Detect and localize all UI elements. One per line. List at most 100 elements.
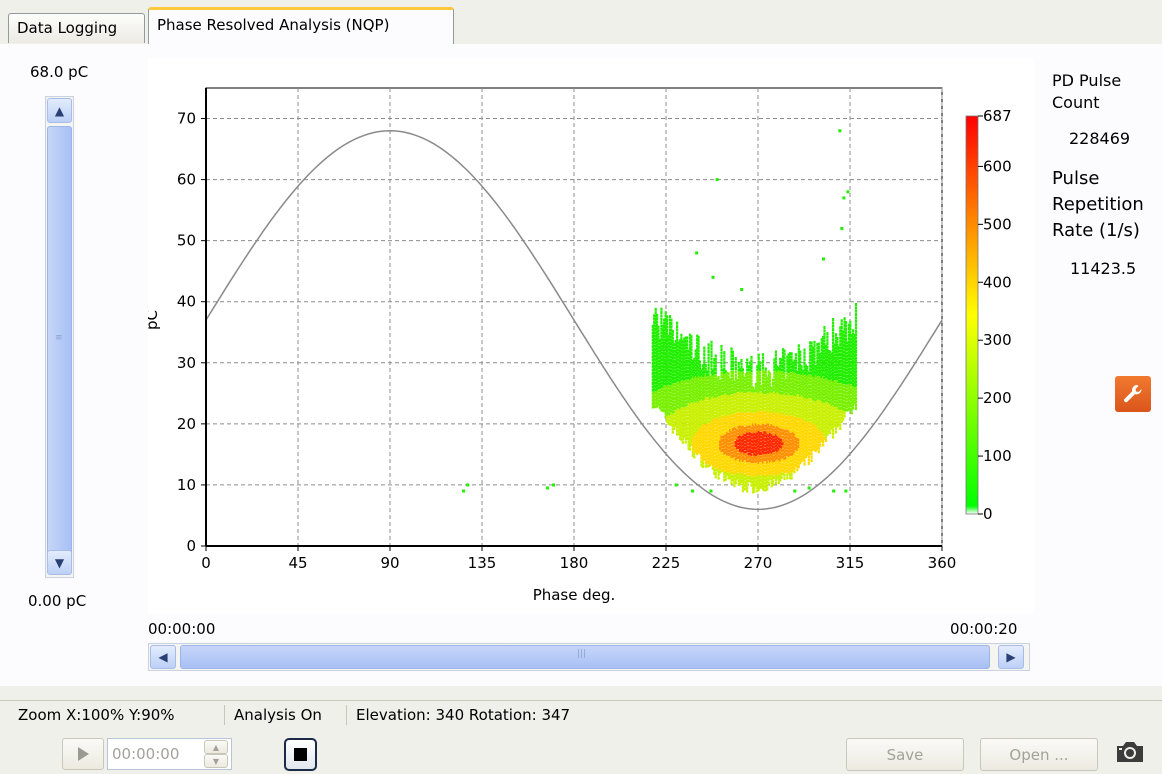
density-cell — [793, 366, 796, 370]
density-cell — [651, 398, 654, 402]
density-cell — [678, 423, 682, 427]
pulse-count-value: 228469 — [1069, 129, 1131, 148]
density-cell — [657, 359, 660, 363]
density-cell — [740, 412, 743, 416]
density-cell — [783, 383, 786, 386]
density-cell — [814, 412, 817, 415]
density-cell — [753, 466, 756, 470]
density-cell — [804, 428, 807, 432]
density-cell — [826, 335, 829, 339]
density-cell — [779, 384, 782, 388]
density-cell — [826, 358, 829, 362]
density-cell — [854, 400, 858, 404]
density-cell — [812, 407, 815, 411]
density-cell — [730, 431, 733, 435]
density-cell — [793, 460, 796, 464]
density-cell — [670, 402, 673, 406]
density-cell — [809, 445, 812, 449]
density-cell — [687, 437, 690, 441]
density-cell — [677, 398, 680, 402]
density-cell — [763, 464, 766, 468]
tab-phase-resolved-analysis[interactable]: Phase Resolved Analysis (NQP) — [148, 7, 454, 45]
density-cell — [651, 338, 654, 342]
density-cell — [717, 433, 720, 436]
spin-up-button[interactable]: ▲ — [204, 740, 228, 754]
density-cell — [683, 374, 686, 378]
density-cell — [771, 479, 775, 483]
density-cell — [816, 406, 819, 410]
density-cell — [763, 404, 766, 408]
spin-down-button[interactable]: ▼ — [204, 754, 228, 768]
scroll-down-button[interactable]: ▼ — [47, 550, 72, 575]
density-cell — [678, 352, 682, 356]
density-cell — [734, 454, 737, 458]
density-cell — [770, 420, 773, 424]
density-cell — [783, 376, 786, 380]
density-cell — [787, 440, 790, 444]
density-cell — [780, 391, 783, 395]
density-cell — [719, 426, 722, 430]
density-cell — [756, 452, 759, 456]
density-cell — [771, 445, 775, 449]
density-cell — [676, 405, 679, 409]
density-cell — [674, 413, 677, 417]
density-cell — [739, 408, 742, 412]
time-spinner[interactable]: ▲ ▼ — [204, 740, 228, 768]
density-cell — [657, 399, 660, 403]
density-cell — [744, 450, 747, 454]
density-cell — [773, 476, 776, 479]
density-cell — [837, 373, 840, 377]
density-cell — [729, 398, 732, 402]
density-cell — [779, 458, 782, 462]
density-cell — [834, 386, 838, 390]
density-cell — [783, 443, 786, 447]
density-cell — [731, 465, 734, 468]
density-cell — [794, 396, 797, 400]
density-cell — [737, 412, 740, 416]
density-cell — [706, 454, 709, 458]
density-cell — [850, 394, 853, 398]
density-cell — [787, 390, 790, 394]
density-cell — [687, 380, 690, 383]
density-cell — [827, 397, 830, 400]
save-button[interactable]: Save — [846, 738, 964, 771]
tab-data-logging[interactable]: Data Logging — [8, 13, 145, 43]
density-cell — [763, 384, 766, 388]
snapshot-button[interactable] — [1114, 738, 1148, 768]
density-cell — [747, 368, 750, 372]
density-cell — [803, 348, 806, 352]
density-cell — [673, 373, 676, 377]
density-cell — [731, 350, 734, 354]
density-cell — [780, 428, 783, 432]
stop-button[interactable] — [284, 738, 317, 771]
density-cell — [670, 372, 673, 376]
scroll-up-button[interactable]: ▲ — [47, 98, 72, 123]
density-cell — [654, 381, 657, 385]
density-cell — [690, 355, 693, 359]
scroll-left-button[interactable]: ◀ — [150, 645, 176, 669]
density-cell — [833, 373, 836, 377]
density-cell — [676, 432, 679, 436]
density-cell — [743, 420, 746, 424]
settings-button[interactable] — [1115, 376, 1151, 412]
density-cell — [804, 401, 807, 405]
scroll-right-button[interactable]: ▶ — [998, 645, 1024, 669]
density-cell — [731, 394, 734, 398]
density-cell — [706, 400, 709, 404]
density-cell — [671, 360, 674, 364]
vertical-scroll-thumb[interactable]: ≡ — [47, 126, 72, 562]
open-button[interactable]: Open ... — [980, 738, 1098, 771]
play-button[interactable] — [62, 738, 104, 770]
density-cell — [666, 352, 669, 356]
density-cell — [670, 369, 673, 373]
horizontal-scroll-thumb[interactable]: ||| — [180, 645, 990, 669]
density-cell — [846, 375, 849, 378]
density-cell — [839, 353, 842, 357]
density-cell — [750, 446, 753, 450]
density-cell — [834, 383, 838, 387]
density-cell — [677, 358, 680, 362]
density-cell — [668, 412, 672, 416]
density-cell — [802, 420, 805, 424]
density-cell — [720, 412, 723, 416]
